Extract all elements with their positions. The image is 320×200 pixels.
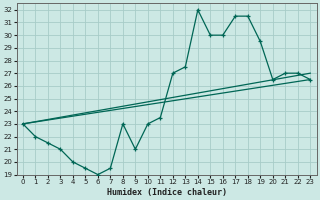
- X-axis label: Humidex (Indice chaleur): Humidex (Indice chaleur): [107, 188, 227, 197]
